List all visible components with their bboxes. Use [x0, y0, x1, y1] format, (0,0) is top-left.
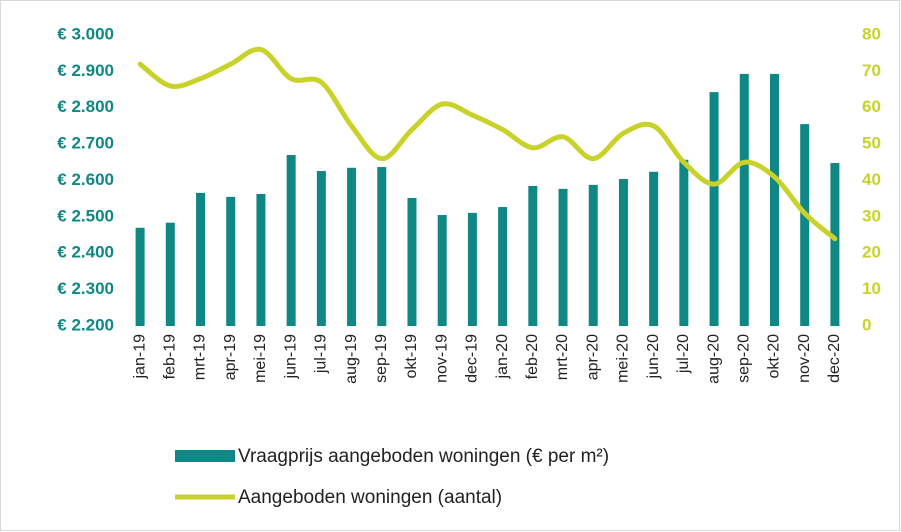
x-tick-label: okt-19	[403, 334, 420, 379]
y2-tick-label: 80	[862, 24, 881, 43]
y-tick-label: € 2.300	[57, 279, 114, 298]
bar	[316, 171, 326, 326]
y2-tick-label: 70	[862, 61, 881, 80]
y2-tick-label: 30	[862, 206, 881, 225]
x-tick-label: okt-20	[766, 334, 783, 379]
bar	[830, 163, 840, 326]
x-tick-label: jul-19	[313, 334, 330, 374]
bar	[679, 159, 689, 326]
bar	[135, 227, 145, 326]
x-tick-label: apr-20	[584, 334, 601, 380]
bar	[256, 193, 266, 326]
bar	[528, 185, 538, 326]
x-tick-label: mrt-19	[192, 334, 209, 380]
x-tick-label: sep-19	[373, 334, 390, 383]
x-tick-label: dec-20	[826, 334, 843, 383]
x-tick-label: mrt-20	[554, 334, 571, 380]
bar	[196, 192, 206, 326]
x-tick-label: mei-20	[615, 334, 632, 383]
y-tick-label: € 2.500	[57, 206, 114, 225]
bar	[739, 73, 749, 326]
x-tick-label: aug-19	[343, 334, 360, 384]
x-tick-label: nov-20	[796, 334, 813, 383]
y-tick-label: € 2.900	[57, 61, 114, 80]
x-tick-label: jul-20	[675, 334, 692, 374]
x-tick-label: aug-20	[705, 334, 722, 384]
y2-tick-label: 0	[862, 315, 871, 334]
x-tick-label: mei-19	[252, 334, 269, 383]
y-tick-label: € 2.800	[57, 97, 114, 116]
bar	[377, 167, 387, 326]
x-tick-label: sep-20	[735, 334, 752, 383]
bar	[467, 212, 477, 326]
y2-tick-label: 10	[862, 279, 881, 298]
bar	[769, 73, 779, 326]
x-tick-label: dec-19	[464, 334, 481, 383]
bar	[588, 184, 598, 326]
x-tick-label: nov-19	[433, 334, 450, 383]
line	[137, 46, 838, 242]
y-tick-label: € 2.700	[57, 134, 114, 153]
legend-swatch	[175, 450, 235, 462]
bar	[286, 155, 296, 326]
bar	[165, 222, 175, 326]
x-tick-label: jan-19	[131, 334, 148, 380]
x-tick-label: feb-19	[162, 334, 179, 379]
x-tick-label: apr-19	[222, 334, 239, 380]
y-tick-label: € 2.200	[57, 315, 114, 334]
x-tick-label: jan-20	[494, 334, 511, 380]
y2-tick-label: 40	[862, 170, 881, 189]
bar	[437, 215, 447, 326]
bar	[226, 196, 236, 326]
bar	[649, 171, 659, 326]
bar	[800, 124, 810, 327]
y-tick-label: € 3.000	[57, 24, 114, 43]
y-tick-label: € 2.600	[57, 170, 114, 189]
y-tick-label: € 2.400	[57, 243, 114, 262]
bar	[709, 92, 719, 326]
x-tick-label: feb-20	[524, 334, 541, 379]
legend-label: Vraagprijs aangeboden woningen (€ per m²…	[238, 446, 609, 467]
bar	[558, 188, 568, 326]
y2-tick-label: 60	[862, 97, 881, 116]
x-tick-label: jun-19	[282, 334, 299, 380]
bar	[347, 167, 357, 326]
bar	[618, 179, 628, 326]
bar	[407, 197, 417, 326]
y2-tick-label: 20	[862, 243, 881, 262]
x-tick-label: jun-20	[645, 334, 662, 380]
legend-label: Aangeboden woningen (aantal)	[238, 487, 502, 508]
bar	[498, 207, 508, 326]
y2-tick-label: 50	[862, 134, 881, 153]
